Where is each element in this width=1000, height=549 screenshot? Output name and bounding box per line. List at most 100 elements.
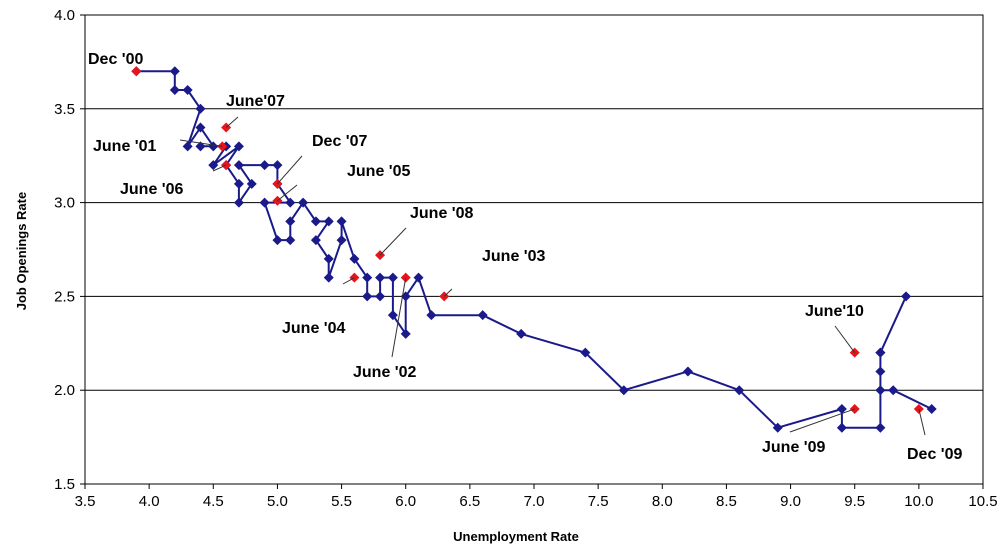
data-point: [285, 235, 296, 246]
annotation-leader: [179, 139, 223, 147]
y-axis-ticks: 1.5 2.0 2.5 3.0 3.5 4.0: [54, 7, 85, 493]
data-point: [387, 310, 398, 321]
data-point: [618, 385, 629, 396]
data-point: [387, 272, 398, 283]
annotation-leader: [918, 408, 926, 436]
data-point: [310, 235, 321, 246]
annotation-leader: [342, 277, 355, 285]
data-point: [208, 141, 219, 152]
data-point: [195, 122, 206, 133]
annotation-leader: [391, 277, 407, 358]
data-point: [246, 178, 257, 189]
data-point: [182, 141, 193, 152]
x-tick-label: 7.0: [524, 493, 545, 510]
data-point: [349, 253, 360, 264]
x-tick-label: 8.5: [716, 493, 737, 510]
annotation-label: June'07: [226, 93, 285, 110]
annotation-leader: [379, 227, 407, 256]
annotation-leader: [277, 184, 298, 202]
data-point: [901, 291, 912, 302]
data-point: [580, 347, 591, 358]
data-point: [233, 160, 244, 171]
annotation-label: June '08: [410, 205, 473, 222]
data-point: [375, 291, 386, 302]
annotation-label: June '01: [93, 138, 156, 155]
y-tick-label: 1.5: [54, 476, 75, 493]
data-point: [926, 403, 937, 414]
data-point: [310, 216, 321, 227]
data-point: [169, 66, 180, 77]
annotation-label: June '02: [353, 364, 416, 381]
annotation-label: June '04: [282, 320, 345, 337]
data-point: [426, 310, 437, 321]
data-point: [272, 160, 283, 171]
data-point: [195, 103, 206, 114]
data-point: [336, 235, 347, 246]
x-tick-label: 6.5: [459, 493, 480, 510]
data-point: [400, 328, 411, 339]
x-tick-label: 6.0: [395, 493, 416, 510]
data-point: [182, 85, 193, 96]
y-tick-label: 3.5: [54, 101, 75, 118]
data-point: [323, 216, 334, 227]
y-tick-label: 2.0: [54, 382, 75, 399]
data-point: [516, 328, 527, 339]
data-point: [208, 160, 219, 171]
y-tick-label: 3.0: [54, 195, 75, 212]
highlight-point: [131, 66, 142, 77]
data-point: [875, 347, 886, 358]
x-tick-label: 5.0: [267, 493, 288, 510]
annotation-label: Dec '00: [88, 51, 144, 68]
annotation-leader: [789, 408, 855, 433]
annotation-leader: [277, 155, 303, 185]
data-point: [477, 310, 488, 321]
data-point: [233, 197, 244, 208]
data-point: [323, 253, 334, 264]
data-point: [272, 235, 283, 246]
data-point: [734, 385, 745, 396]
annotation-label: June '05: [347, 163, 410, 180]
y-tick-label: 4.0: [54, 7, 75, 24]
data-point: [323, 272, 334, 283]
data-point: [233, 141, 244, 152]
data-point: [682, 366, 693, 377]
data-point: [772, 422, 783, 433]
annotation-leader: [834, 325, 856, 353]
annotation-label: Dec '07: [312, 133, 368, 150]
x-tick-label: 9.0: [780, 493, 801, 510]
x-tick-label: 9.5: [844, 493, 865, 510]
x-axis-ticks: 3.5 4.0 4.5 5.0 5.5 6.0 6.5 7.0 7.5 8.0 8.5 9.0 9.5 1…: [75, 484, 998, 510]
x-tick-label: 10.0: [904, 493, 933, 510]
data-point: [875, 385, 886, 396]
x-tick-label: 10.5: [968, 493, 997, 510]
x-tick-label: 5.5: [331, 493, 352, 510]
y-tick-label: 2.5: [54, 288, 75, 305]
data-point: [875, 422, 886, 433]
x-tick-label: 7.5: [588, 493, 609, 510]
data-point: [233, 178, 244, 189]
data-series: [131, 66, 937, 433]
x-tick-label: 8.0: [652, 493, 673, 510]
data-point: [285, 197, 296, 208]
annotation-label: June '03: [482, 248, 545, 265]
annotation-leader: [225, 116, 239, 128]
data-point: [413, 272, 424, 283]
data-point: [836, 403, 847, 414]
x-tick-label: 4.0: [139, 493, 160, 510]
x-tick-label: 4.5: [203, 493, 224, 510]
data-point: [888, 385, 899, 396]
data-point: [836, 422, 847, 433]
data-point: [875, 366, 886, 377]
data-point: [169, 85, 180, 96]
annotation-leader: [212, 164, 227, 172]
y-axis-title: Job Openings Rate: [14, 192, 29, 310]
data-point: [259, 160, 270, 171]
data-point: [259, 197, 270, 208]
x-tick-label: 3.5: [75, 493, 96, 510]
data-point: [375, 272, 386, 283]
x-axis-title: Unemployment Rate: [453, 529, 579, 544]
annotations: Dec '00 June '01 June '02 June '03 June '04 J…: [88, 51, 963, 463]
data-point: [298, 197, 309, 208]
data-point: [336, 216, 347, 227]
